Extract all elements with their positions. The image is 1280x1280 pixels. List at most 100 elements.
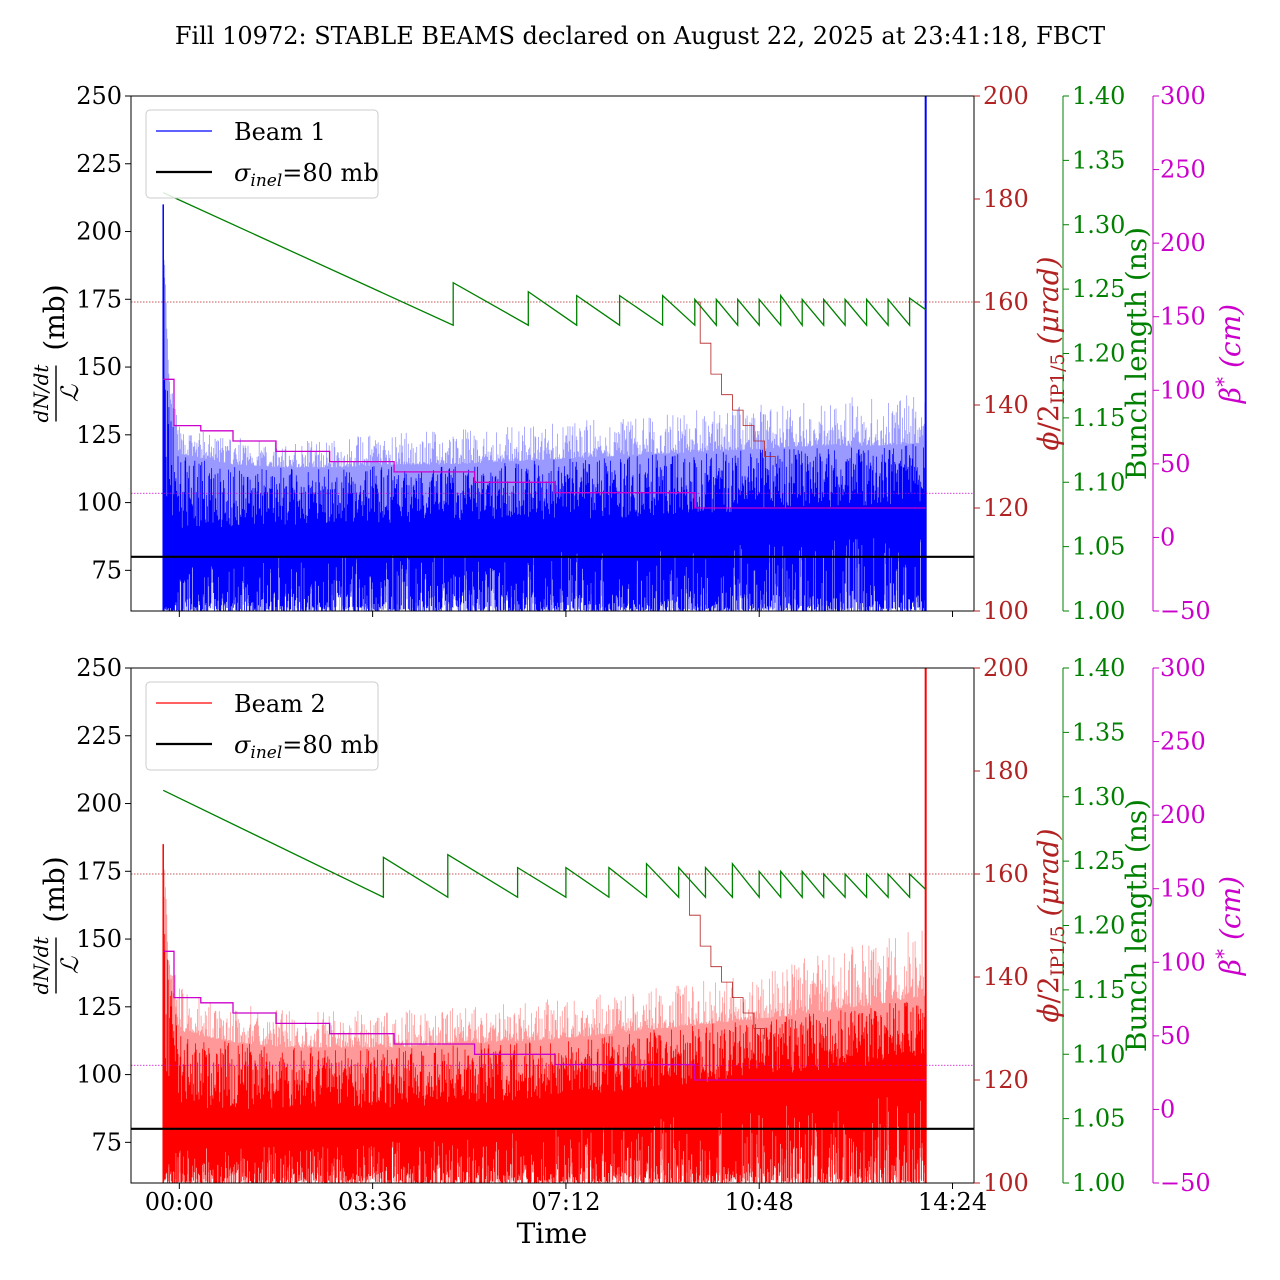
y-axis-label-bunch: Bunch length (ns) — [1120, 799, 1153, 1052]
legend-label-sigma: σinel=80 mb — [234, 731, 379, 763]
legend-box — [145, 681, 379, 771]
y-tick-label-bunch: 1.25 — [1072, 275, 1125, 303]
legend-box — [145, 109, 379, 199]
y-tick-label-main: 125 — [76, 421, 122, 449]
crossing-levelling-line — [684, 873, 765, 1039]
y-tick-label-bunch: 1.10 — [1072, 468, 1125, 496]
y-label-numerator: dN/dt — [29, 364, 53, 423]
bunch-length-line — [162, 789, 927, 900]
x-tick-label: 10:48 — [725, 1188, 794, 1216]
plot-frame — [130, 667, 975, 1184]
y-tick-label-bunch: 1.15 — [1072, 404, 1125, 432]
y-tick-label-bunch: 1.35 — [1072, 718, 1125, 746]
y-tick-label-bunch: 1.30 — [1072, 211, 1125, 239]
y-tick-label-beta: 50 — [1160, 450, 1191, 478]
y-tick-label-main: 225 — [76, 722, 122, 750]
y-tick-label-main: 100 — [76, 1061, 122, 1089]
y-tick-label-crossing: 180 — [983, 757, 1029, 785]
x-axis-label: Time — [517, 1217, 588, 1250]
y-tick-label-bunch: 1.10 — [1072, 1040, 1125, 1068]
y-tick-label-bunch: 1.05 — [1072, 533, 1125, 561]
legend: Beam 2 σinel=80 mb — [145, 681, 379, 771]
y-axis-label-bunch: Bunch length (ns) — [1120, 227, 1153, 480]
y-tick-label-crossing: 200 — [983, 654, 1029, 682]
y-label-denominator: ℒ — [56, 384, 84, 402]
y-tick-label-main: 225 — [76, 150, 122, 178]
y-tick-label-crossing: 180 — [983, 185, 1029, 213]
x-tick-label: 14:24 — [918, 1188, 987, 1216]
y-tick-label-bunch: 1.20 — [1072, 340, 1125, 368]
y-tick-label-crossing: 140 — [983, 963, 1029, 991]
y-tick-label-beta: −50 — [1160, 1169, 1211, 1197]
y-tick-label-crossing: 120 — [983, 494, 1029, 522]
legend-label-beam: Beam 1 — [234, 118, 326, 146]
y-axis-label-main: dN/dt ℒ (mb) — [29, 284, 84, 422]
y-tick-label-bunch: 1.35 — [1072, 146, 1125, 174]
y-tick-label-beta: 200 — [1160, 229, 1206, 257]
y-tick-label-beta: 0 — [1160, 523, 1175, 551]
x-tick-label: 07:12 — [531, 1188, 600, 1216]
y-tick-label-main: 250 — [76, 82, 122, 110]
y-tick-label-beta: −50 — [1160, 597, 1211, 625]
bunch-length-line — [162, 192, 927, 328]
legend-label-sigma: σinel=80 mb — [234, 159, 379, 191]
y-label-unit: (mb) — [38, 856, 71, 922]
y-axis-label-main: dN/dt ℒ (mb) — [29, 856, 84, 994]
figure-title: Fill 10972: STABLE BEAMS declared on Aug… — [175, 22, 1105, 50]
y-tick-label-crossing: 120 — [983, 1066, 1029, 1094]
legend-label-beam: Beam 2 — [234, 690, 326, 718]
y-tick-label-crossing: 100 — [983, 1169, 1029, 1197]
crossing-angle-line — [163, 950, 926, 1081]
plot-frame — [130, 95, 975, 612]
y-tick-label-bunch: 1.25 — [1072, 847, 1125, 875]
y-tick-label-beta: 300 — [1160, 82, 1206, 110]
y-axis-label-beta: β* (cm) — [1211, 304, 1247, 404]
plot-area — [131, 668, 974, 1183]
y-tick-label-crossing: 200 — [983, 82, 1029, 110]
y-tick-label-bunch: 1.15 — [1072, 976, 1125, 1004]
plot-area — [131, 96, 974, 611]
y-axis-label-beta: β* (cm) — [1211, 876, 1247, 976]
y-tick-label-beta: 0 — [1160, 1095, 1175, 1123]
panel-top: 75 100 125 150 175 200 225 250 100 120 140 160 180 20… — [29, 82, 1247, 625]
y-tick-label-bunch: 1.40 — [1072, 82, 1125, 110]
y-tick-label-bunch: 1.05 — [1072, 1105, 1125, 1133]
y-tick-label-crossing: 160 — [983, 288, 1029, 316]
y-tick-label-bunch: 1.30 — [1072, 783, 1125, 811]
y-tick-label-beta: 100 — [1160, 948, 1206, 976]
y-tick-label-crossing: 140 — [983, 391, 1029, 419]
y-tick-label-main: 200 — [76, 218, 122, 246]
y-tick-label-main: 150 — [76, 925, 122, 953]
x-tick-label: 00:00 — [145, 1188, 214, 1216]
y-tick-label-main: 200 — [76, 790, 122, 818]
crossing-angle-line — [163, 378, 926, 509]
crossing-levelling-line — [694, 301, 776, 467]
panel-bottom: 75 100 125 150 175 200 225 250 100 120 140 160 180 20… — [29, 654, 1247, 1197]
y-tick-label-bunch: 1.00 — [1072, 597, 1125, 625]
y-tick-label-beta: 100 — [1160, 376, 1206, 404]
y-tick-label-beta: 150 — [1160, 303, 1206, 331]
y-tick-label-main: 175 — [76, 857, 122, 885]
y-tick-label-main: 100 — [76, 489, 122, 517]
y-tick-label-crossing: 100 — [983, 597, 1029, 625]
y-label-unit: (mb) — [38, 284, 71, 350]
y-tick-label-main: 175 — [76, 285, 122, 313]
y-tick-label-main: 250 — [76, 654, 122, 682]
y-axis-label-crossing: ϕ/2IP1/5 (μrad) — [1032, 828, 1069, 1022]
y-label-numerator: dN/dt — [29, 936, 53, 995]
y-axis-label-crossing: ϕ/2IP1/5 (μrad) — [1032, 256, 1069, 450]
x-axis: 00:00 03:36 07:12 10:48 14:24 — [145, 1188, 987, 1216]
y-tick-label-crossing: 160 — [983, 860, 1029, 888]
y-tick-label-bunch: 1.20 — [1072, 912, 1125, 940]
y-tick-label-beta: 250 — [1160, 728, 1206, 756]
y-label-denominator: ℒ — [56, 956, 84, 974]
y-tick-label-bunch: 1.00 — [1072, 1169, 1125, 1197]
y-tick-label-beta: 150 — [1160, 875, 1206, 903]
legend: Beam 1 σinel=80 mb — [145, 109, 379, 199]
y-tick-label-beta: 250 — [1160, 156, 1206, 184]
y-tick-label-main: 75 — [91, 1128, 122, 1156]
y-tick-label-beta: 50 — [1160, 1022, 1191, 1050]
y-tick-label-beta: 300 — [1160, 654, 1206, 682]
y-tick-label-main: 150 — [76, 353, 122, 381]
